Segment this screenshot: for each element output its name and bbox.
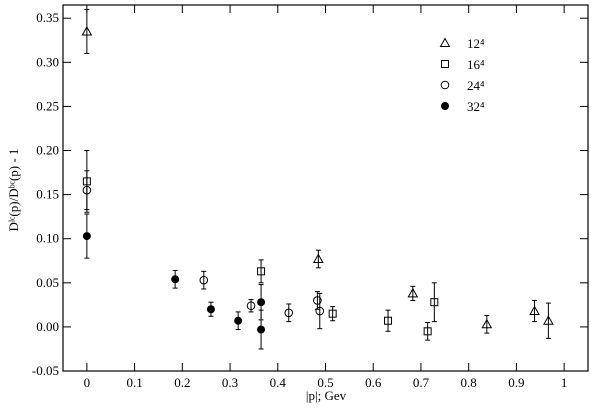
legend-marker [440, 80, 450, 90]
y-tick-label: -0.05 [32, 363, 59, 378]
legend-marker [439, 37, 451, 47]
y-tick-label: 0.30 [36, 54, 59, 69]
x-tick-label: 0.7 [413, 375, 430, 390]
x-tick-label: 0.9 [508, 375, 524, 390]
marker [313, 296, 322, 305]
marker [529, 305, 540, 316]
plot-frame [62, 4, 589, 372]
y-tick-label: 0.20 [36, 143, 59, 158]
x-tick-label: 0.2 [174, 375, 190, 390]
y-tick-label: 0.10 [36, 231, 59, 246]
marker [407, 287, 419, 298]
legend-marker [441, 60, 449, 68]
x-axis-label: |p|; Gev [306, 388, 347, 403]
marker [315, 306, 325, 316]
y-tick-label: 0.05 [36, 275, 59, 290]
x-tick-label: 0.5 [317, 375, 333, 390]
marker [423, 327, 432, 336]
marker [82, 185, 92, 195]
marker [234, 316, 243, 325]
marker [430, 298, 439, 307]
marker [284, 308, 294, 318]
marker [257, 298, 266, 307]
marker [384, 316, 393, 325]
legend-label: 16⁴ [467, 57, 485, 72]
x-tick-label: 0.8 [461, 375, 477, 390]
x-tick-label: 0.4 [270, 375, 287, 390]
marker [312, 253, 324, 263]
marker [246, 301, 256, 311]
legend-label: 12⁴ [467, 36, 485, 51]
y-tick-label: 0.35 [36, 10, 59, 25]
y-tick-label: 0.25 [36, 98, 59, 113]
y-tick-label: 0.15 [36, 187, 59, 202]
legend-label: 24⁴ [467, 78, 485, 93]
marker [82, 232, 91, 241]
marker [481, 318, 493, 329]
x-tick-label: 0.1 [126, 375, 142, 390]
legend-label: 32⁴ [467, 99, 485, 114]
marker [81, 25, 93, 36]
x-tick-label: 0.6 [365, 375, 382, 390]
marker [199, 275, 209, 285]
marker [206, 305, 215, 314]
legend-marker [441, 102, 449, 110]
y-axis-label: Dˡᶜ(p)/Dᵇᶜ(p) - 1 [6, 149, 21, 232]
marker [543, 315, 554, 325]
marker [328, 309, 337, 318]
marker [257, 267, 266, 276]
y-tick-label: 0.00 [36, 319, 59, 334]
x-tick-label: 0.3 [222, 375, 238, 390]
x-tick-label: 1 [561, 375, 568, 390]
x-tick-label: 0 [84, 375, 91, 390]
marker [257, 325, 266, 334]
marker [171, 275, 180, 284]
